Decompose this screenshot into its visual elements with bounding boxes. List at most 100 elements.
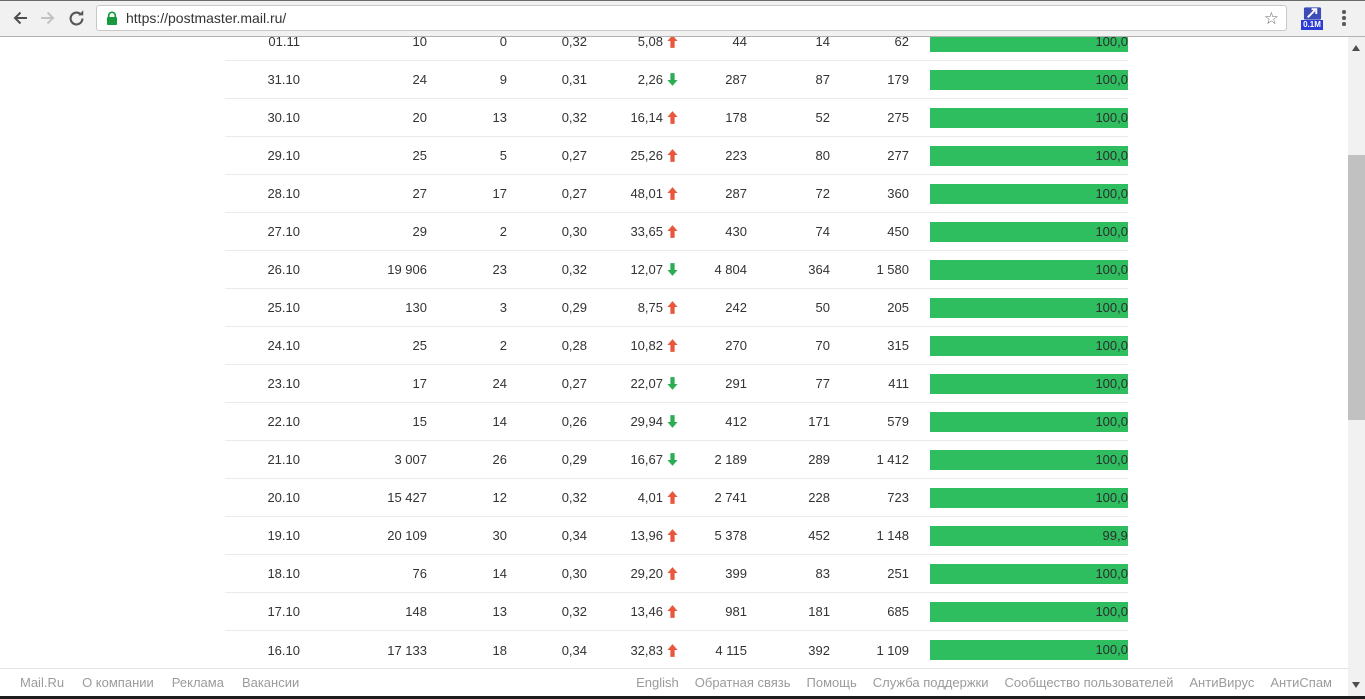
extension-button[interactable]: 0.1M [1295,1,1329,35]
cell-value: 0,27 [561,186,587,201]
cell-value: 62 [894,37,909,49]
delivery-bar: 100,0 [930,411,1128,432]
footer-link[interactable]: О компании [82,675,154,690]
cell-trend: 8,75 [587,300,678,315]
browser-menu-button[interactable] [1329,3,1359,33]
cell-trend: 5,08 [587,37,678,49]
cell-value: 72 [815,186,830,201]
trend-value: 16,14 [630,110,663,125]
cell-bar: 100,0 [909,183,1128,204]
cell-trend: 13,46 [587,604,678,619]
cell-value: 723 [887,490,909,505]
delivery-bar-track: 100,0 [930,411,1128,432]
cell-value: 685 [887,604,909,619]
delivery-bar: 100,0 [930,107,1128,128]
cell-value: 315 [887,338,909,353]
cell-date: 31.10 [267,72,300,87]
footer-link[interactable]: English [636,675,679,690]
footer-link[interactable]: Mail.Ru [20,675,65,690]
delivery-bar: 100,0 [930,297,1128,318]
bookmark-star-icon[interactable]: ☆ [1263,8,1279,28]
trend-value: 32,83 [630,642,663,658]
cell-bar: 100,0 [909,640,1128,660]
cell-value: 181 [808,604,830,619]
cell-bar: 100,0 [909,601,1128,622]
delivery-bar-track: 100,0 [930,107,1128,128]
table-row: 21.10 3 007 26 0,29 16,67 2 189 289 1 412 100,0 [225,441,1128,479]
trend-value: 13,46 [630,604,663,619]
cell-date: 30.10 [267,110,300,125]
cell-date: 24.10 [267,338,300,353]
vertical-scrollbar[interactable] [1348,37,1365,696]
footer-links-left: Mail.Ru О компании Реклама Вакансии [20,675,317,690]
delivery-bar: 100,0 [930,373,1128,394]
cell-value: 171 [808,414,830,429]
cell-value: 10 [412,37,427,49]
delivery-bar: 99,9 [930,525,1128,546]
delivery-bar-track: 100,0 [930,259,1128,280]
trend-up-icon [667,567,678,580]
cell-value: 392 [808,642,830,658]
url-bar[interactable]: https://postmaster.mail.ru/ ☆ [96,5,1287,31]
cell-date: 26.10 [267,262,300,277]
table-row: 18.10 76 14 0,30 29,20 399 83 251 100,0 [225,555,1128,593]
cell-value: 0,32 [561,37,587,49]
footer-link[interactable]: Реклама [171,675,224,690]
delivery-bar-track: 100,0 [930,145,1128,166]
scrollbar-up-arrow-icon[interactable] [1352,45,1360,51]
table-row: 22.10 15 14 0,26 29,94 412 171 579 100,0 [225,403,1128,441]
footer-link[interactable]: Помощь [806,675,857,690]
footer-link[interactable]: АнтиВирус [1189,675,1255,690]
trend-up-icon [667,643,678,657]
delivery-bar-track: 100,0 [930,449,1128,470]
cell-trend: 22,07 [587,376,678,391]
cell-value: 4 804 [714,262,747,277]
cell-value: 13 [492,604,507,619]
cell-trend: 10,82 [587,338,678,353]
delivery-bar-track: 100,0 [930,297,1128,318]
table-row: 30.10 20 13 0,32 16,14 178 52 275 100,0 [225,99,1128,137]
trend-value: 10,82 [630,338,663,353]
forward-button[interactable] [34,4,62,32]
cell-value: 0,32 [561,110,587,125]
cell-bar: 100,0 [909,449,1128,470]
cell-value: 412 [725,414,747,429]
back-button[interactable] [6,4,34,32]
delivery-bar: 100,0 [930,183,1128,204]
cell-value: 23 [492,262,507,277]
table-row: 28.10 27 17 0,27 48,01 287 72 360 100,0 [225,175,1128,213]
trend-value: 8,75 [637,300,663,315]
cell-value: 2 189 [714,452,747,467]
footer-link[interactable]: Служба поддержки [872,675,989,690]
cell-trend: 32,83 [587,643,678,658]
table-row: 23.10 17 24 0,27 22,07 291 77 411 100,0 [225,365,1128,403]
footer-link[interactable]: Вакансии [241,675,300,690]
cell-value: 3 007 [394,452,427,467]
cell-value: 83 [815,566,830,581]
cell-value: 14 [492,414,507,429]
reload-button[interactable] [62,4,90,32]
footer-link[interactable]: Сообщество пользователей [1004,675,1174,690]
cell-value: 399 [725,566,747,581]
delivery-bar-track: 100,0 [930,221,1128,242]
footer-link[interactable]: Обратная связь [694,675,791,690]
scrollbar-thumb[interactable] [1348,155,1365,420]
cell-trend: 48,01 [587,186,678,201]
page-content: 01.11 10 0 0,32 5,08 44 14 62 100,0 31.10 24 9 0,31 2… [0,37,1348,699]
cell-date: 01.11 [268,37,300,49]
trend-up-icon [667,529,678,542]
table-row: 20.10 15 427 12 0,32 4,01 2 741 228 723 100,0 [225,479,1128,517]
scrollbar-down-arrow-icon[interactable] [1352,682,1360,688]
cell-trend: 4,01 [587,490,678,505]
window-top-edge [0,0,1365,1]
https-lock-icon[interactable] [106,11,118,26]
back-arrow-icon [13,11,27,25]
url-text[interactable]: https://postmaster.mail.ru/ [126,10,287,26]
cell-value: 287 [725,72,747,87]
footer-link[interactable]: АнтиСпам [1270,675,1332,690]
cell-value: 0 [499,37,507,49]
cell-date: 17.10 [267,604,300,619]
delivery-bar: 100,0 [930,259,1128,280]
cell-value: 44 [732,37,747,49]
cell-value: 19 906 [387,262,427,277]
